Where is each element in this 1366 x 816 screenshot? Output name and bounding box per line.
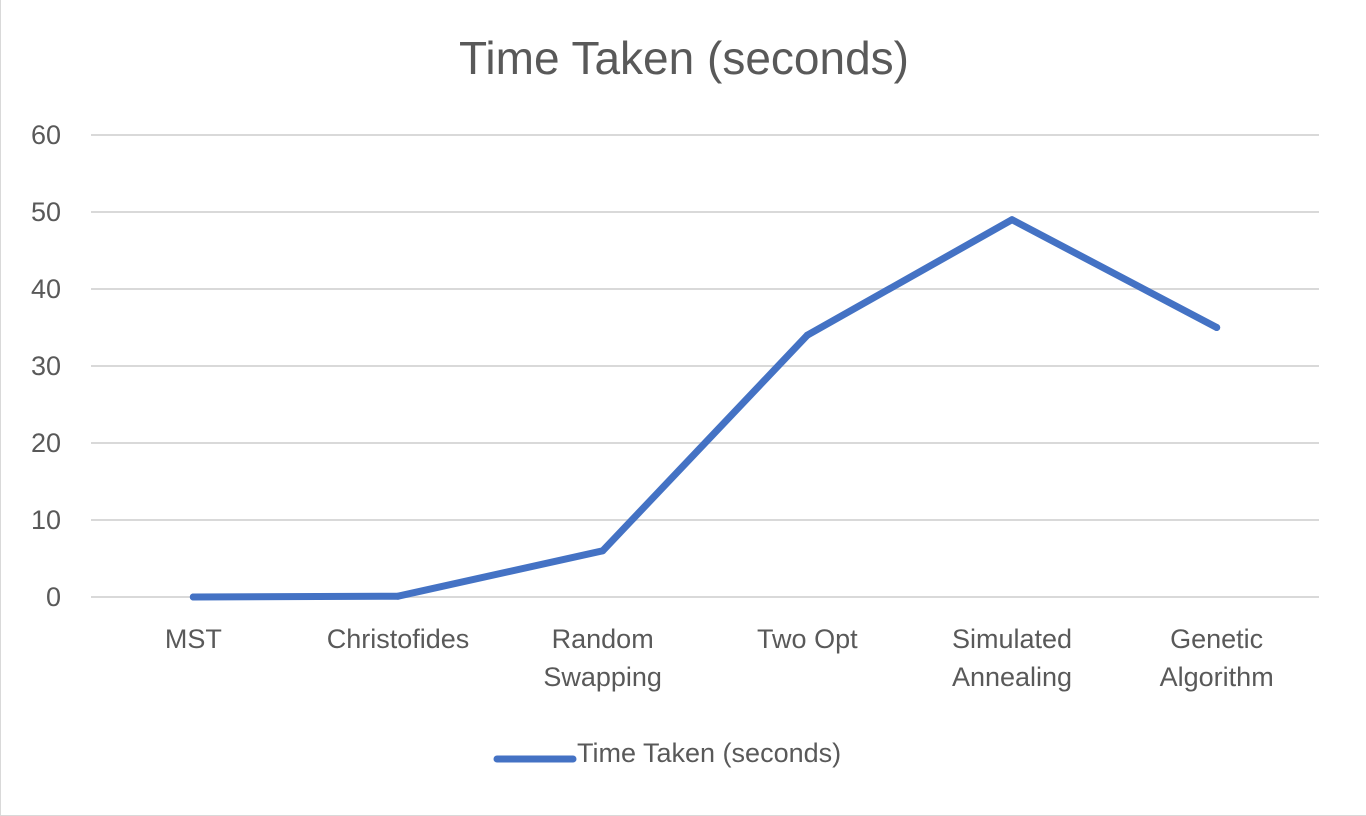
y-tick-label: 0 (46, 582, 61, 612)
data-point (599, 547, 607, 555)
data-point (1213, 324, 1221, 331)
x-tick-label: Simulated Annealing (952, 624, 1072, 692)
data-point (1008, 216, 1016, 224)
series-lines (189, 216, 1221, 601)
x-tick-label: Two Opt (757, 624, 858, 654)
y-tick-label: 50 (31, 197, 61, 227)
x-axis-tick-labels: MST Christofides Random Swapping Two Opt Simu… (165, 624, 1274, 692)
x-tick-label-line: Genetic (1170, 624, 1263, 654)
x-tick-label-line: Simulated (952, 624, 1072, 654)
x-tick-label-line: Annealing (952, 662, 1072, 692)
x-tick-label: MST (165, 624, 222, 654)
y-tick-label: 60 (31, 120, 61, 150)
x-tick-label: Christofides (327, 624, 470, 654)
x-tick-label-line: Algorithm (1160, 662, 1274, 692)
x-tick-label: Genetic Algorithm (1160, 624, 1274, 692)
legend-label: Time Taken (seconds) (577, 738, 841, 768)
legend: Time Taken (seconds) (493, 738, 841, 768)
y-tick-label: 40 (31, 274, 61, 304)
y-tick-label: 10 (31, 505, 61, 535)
chart-title: Time Taken (seconds) (459, 32, 909, 84)
x-tick-label-line: Two Opt (757, 624, 858, 654)
x-tick-label-line: MST (165, 624, 222, 654)
y-tick-label: 30 (31, 351, 61, 381)
x-tick-label-line: Swapping (543, 662, 662, 692)
x-tick-label-line: Random (552, 624, 654, 654)
x-tick-label: Random Swapping (543, 624, 662, 692)
gridlines (91, 134, 1319, 598)
data-point (394, 592, 402, 600)
data-point (803, 331, 811, 339)
series-line-0 (189, 216, 1221, 601)
y-tick-label: 20 (31, 428, 61, 458)
x-tick-label-line: Christofides (327, 624, 470, 654)
data-point (189, 593, 197, 601)
y-axis-tick-labels: 0 10 20 30 40 50 60 (31, 120, 61, 612)
